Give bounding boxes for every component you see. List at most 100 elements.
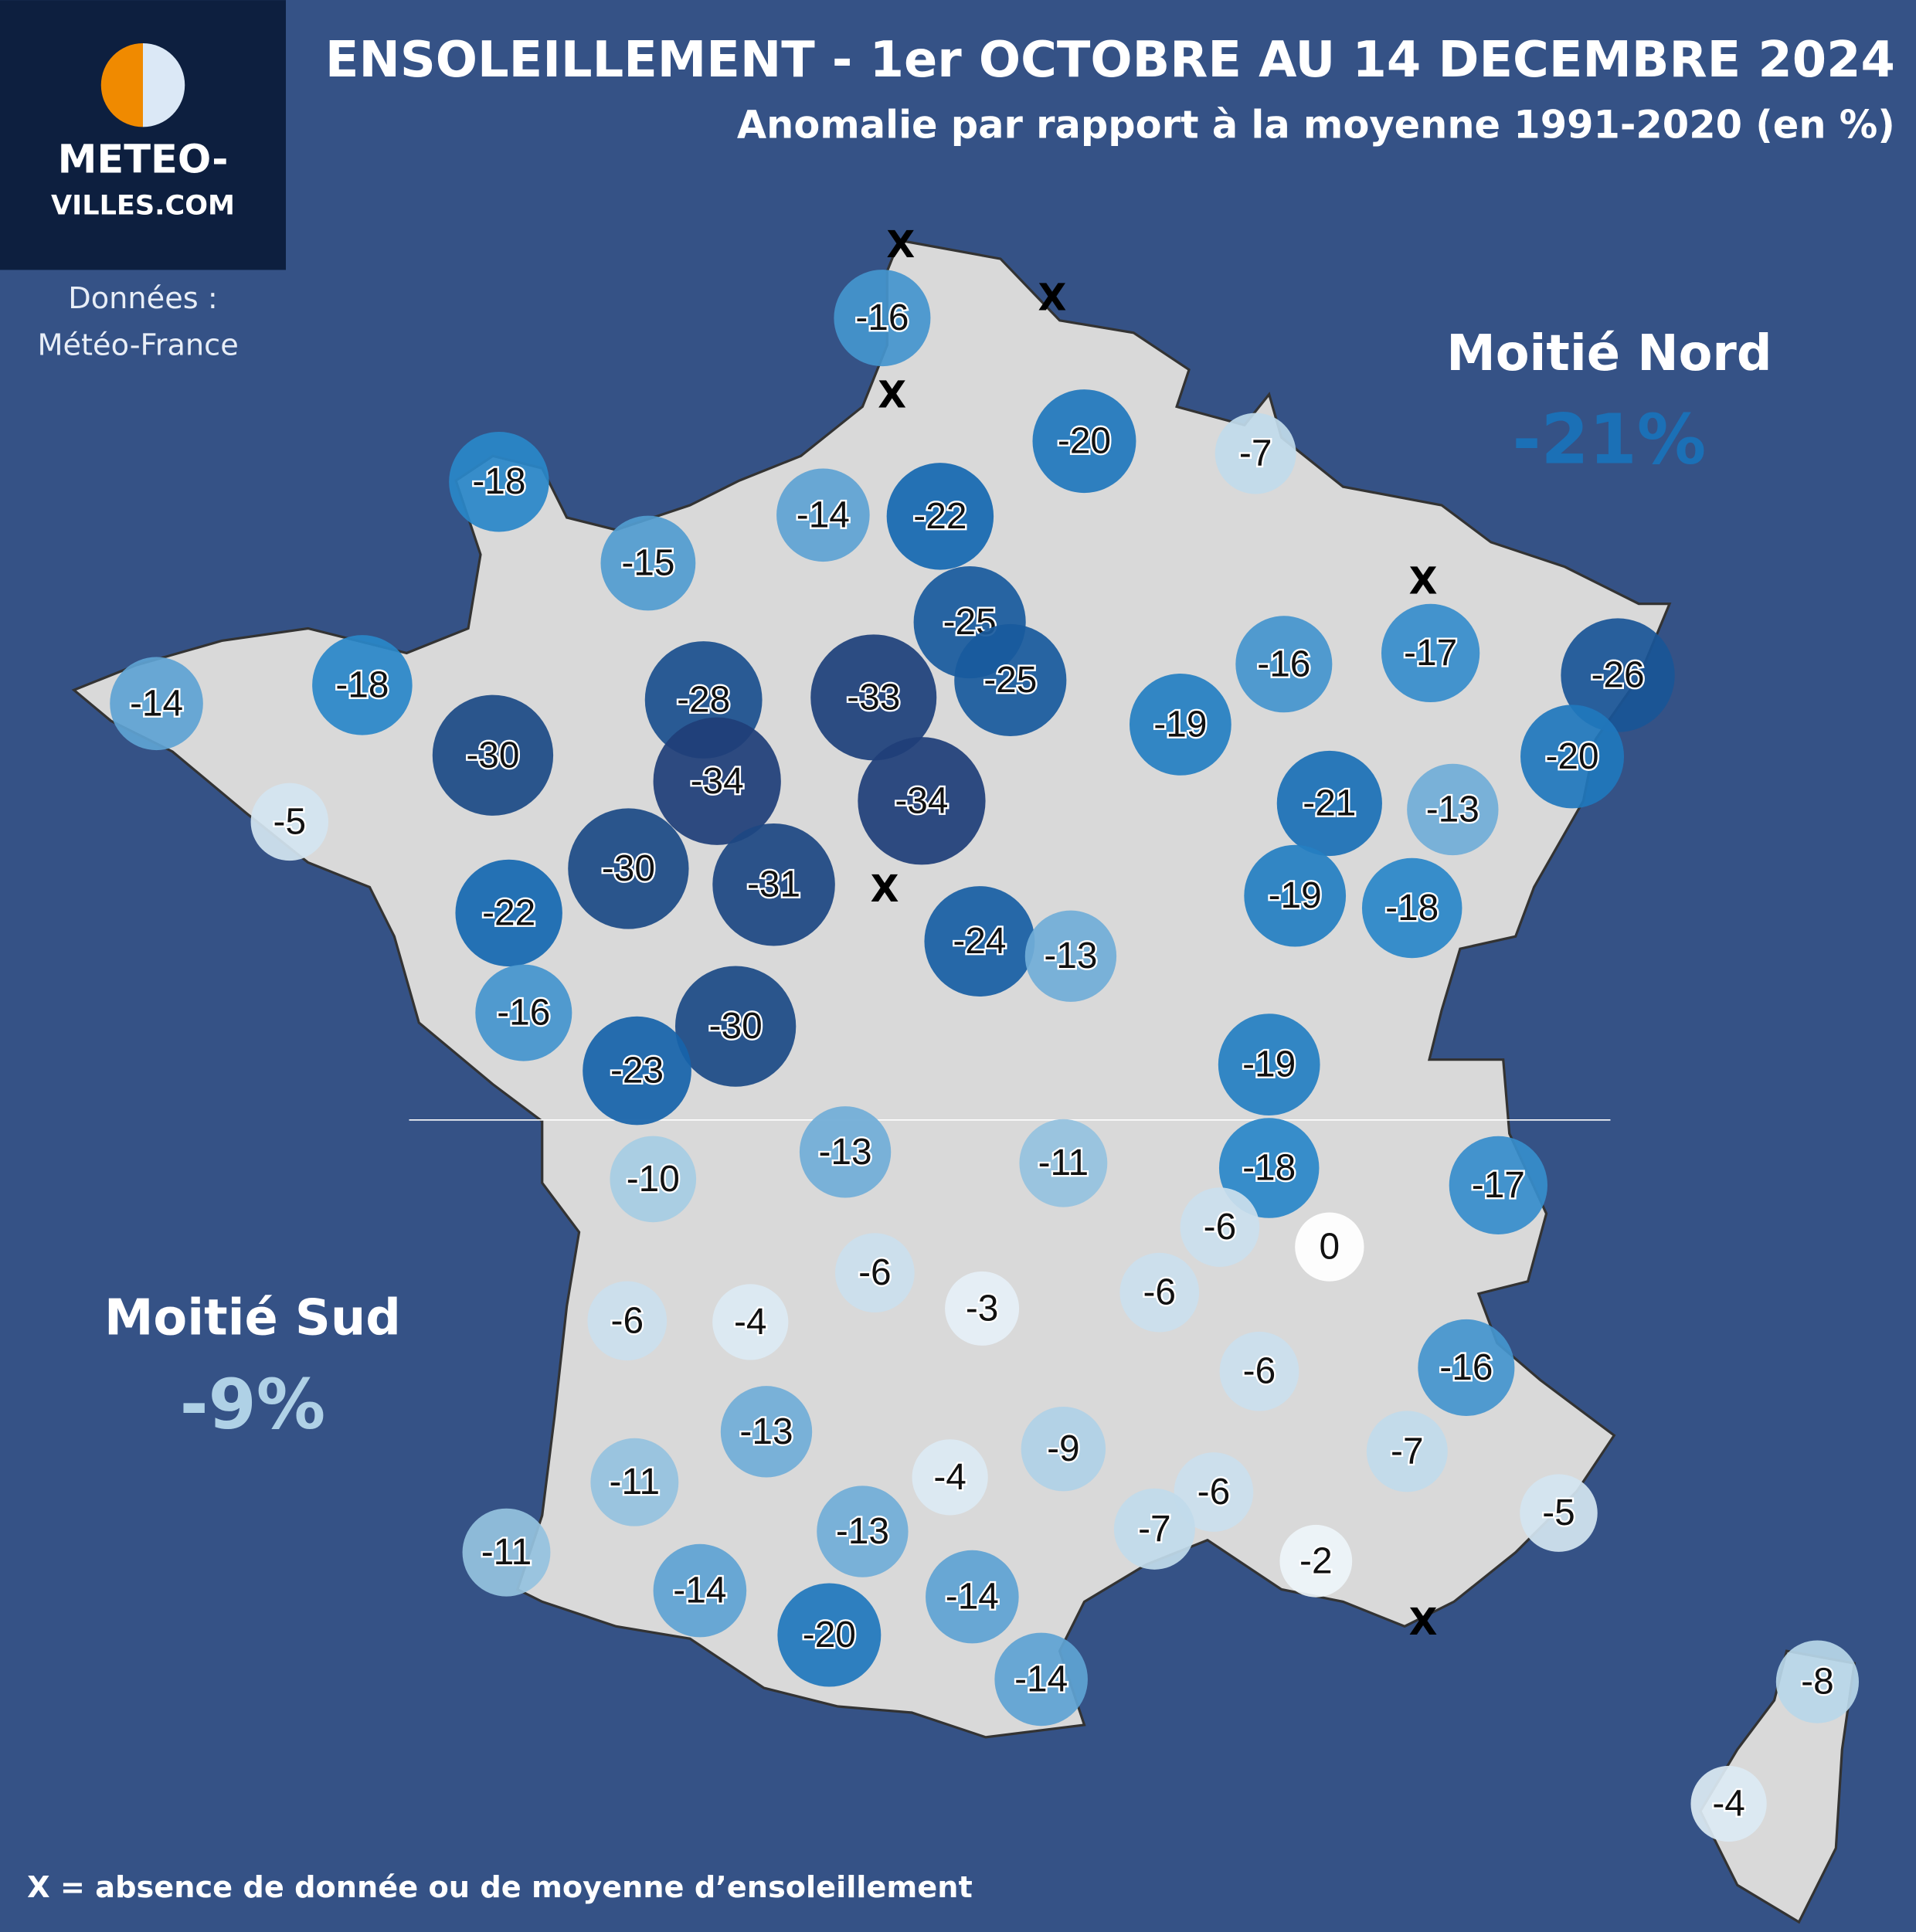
station-value: -6	[858, 1252, 892, 1293]
missing-marker: X	[878, 375, 906, 417]
station-circle	[994, 1632, 1088, 1727]
station-circle	[1113, 1488, 1195, 1570]
station-value: -26	[1591, 655, 1644, 696]
station-value: -10	[627, 1159, 680, 1200]
station-value: -16	[1439, 1347, 1493, 1388]
station-circle	[455, 859, 562, 967]
station-circle	[712, 1284, 789, 1360]
station-circle	[1690, 1765, 1767, 1842]
station-value: -14	[673, 1570, 726, 1611]
station-value: -8	[1801, 1662, 1834, 1703]
station-value: -7	[1391, 1431, 1424, 1472]
station-value: -16	[497, 993, 550, 1034]
station-circle	[1775, 1640, 1859, 1723]
station-circle	[1180, 1187, 1260, 1267]
missing-marker: X	[886, 224, 915, 267]
station-value: -22	[913, 496, 966, 537]
station-circle	[1218, 1118, 1320, 1218]
stations: -16-20 -7-18-14 -22-15-25-25 -16 -17-26-14 -1…	[110, 224, 1859, 1842]
station-circle	[777, 1583, 882, 1687]
station-circle	[583, 1016, 691, 1126]
station-value: -21	[1303, 783, 1356, 823]
station-value: -19	[1269, 875, 1322, 916]
station-circle	[1235, 616, 1333, 713]
footnote: X = absence de donnée ou de moyenne d’en…	[27, 1870, 973, 1905]
station-circle	[712, 823, 835, 946]
station-circle	[653, 717, 781, 845]
missing-marker: X	[871, 868, 899, 911]
station-circle	[432, 694, 554, 816]
station-circle	[312, 635, 413, 735]
station-value: -2	[1299, 1540, 1333, 1581]
station-value: -18	[335, 664, 389, 705]
station-circle	[1279, 1524, 1353, 1598]
station-circle	[1381, 603, 1480, 703]
station-value: 0	[1320, 1227, 1340, 1268]
station-circle	[810, 634, 937, 761]
station-circle	[926, 1550, 1019, 1644]
regions: Moitié Nord -21% Moitié Sud -9%	[104, 325, 1772, 1445]
station-circle	[1366, 1411, 1448, 1492]
station-value: -16	[855, 297, 909, 338]
station-circle	[834, 1233, 915, 1312]
station-value: -34	[895, 780, 948, 821]
station-circle	[1561, 618, 1675, 732]
missing-marker: X	[1038, 277, 1067, 320]
station-value: -4	[734, 1302, 767, 1343]
station-circle	[1019, 1119, 1108, 1207]
station-value: -18	[472, 461, 525, 502]
station-value: -23	[610, 1051, 664, 1092]
station-value: -5	[273, 801, 307, 842]
region-value: -21%	[1512, 399, 1706, 480]
station-value: -24	[953, 921, 1006, 962]
station-value: -13	[819, 1132, 872, 1173]
station-circle	[912, 1439, 988, 1516]
station-value: -13	[1426, 789, 1479, 830]
station-value: -19	[1242, 1044, 1296, 1085]
station-circle	[1244, 844, 1347, 947]
station-circle	[1418, 1319, 1515, 1416]
station-value: -16	[1257, 643, 1310, 684]
station-circle	[1218, 1014, 1320, 1115]
station-value: -13	[836, 1511, 889, 1552]
title: ENSOLEILLEMENT - 1er OCTOBRE AU 14 DECEM…	[325, 32, 1895, 89]
missing-marker: X	[1409, 1601, 1438, 1644]
station-circle	[475, 964, 572, 1061]
station-value: -5	[1542, 1492, 1575, 1533]
station-value: -20	[1058, 421, 1111, 462]
station-value: -20	[803, 1615, 856, 1655]
station-value: -28	[677, 680, 730, 721]
station-value: -11	[610, 1462, 661, 1502]
station-value: -14	[797, 494, 850, 535]
station-value: -6	[1198, 1472, 1231, 1513]
station-value: -17	[1472, 1165, 1525, 1206]
station-circle	[1520, 1474, 1598, 1552]
station-value: -6	[1143, 1272, 1176, 1313]
station-value: -7	[1138, 1509, 1171, 1550]
source: Données :	[68, 281, 217, 316]
station-circle	[653, 1543, 747, 1638]
station-value: -6	[1204, 1207, 1237, 1248]
station-value: -13	[739, 1411, 793, 1452]
station-value: -20	[1545, 736, 1598, 777]
station-circle	[945, 1271, 1020, 1346]
station-circle	[858, 737, 986, 865]
station-circle	[1276, 750, 1382, 857]
station-circle	[954, 623, 1067, 737]
station-circle	[590, 1438, 679, 1526]
station-value: -15	[621, 542, 674, 583]
logo-text: METEO-	[58, 137, 229, 182]
station-circle	[834, 270, 931, 367]
station-value: -14	[130, 683, 183, 724]
station-circle	[610, 1136, 697, 1223]
station-value: -30	[602, 848, 655, 889]
source: Météo-France	[37, 328, 238, 362]
station-circle	[1295, 1212, 1364, 1282]
station-circle	[1024, 910, 1117, 1002]
station-value: -11	[481, 1532, 532, 1573]
station-circle	[817, 1486, 909, 1577]
station-value: -13	[1044, 935, 1097, 976]
station-circle	[110, 657, 203, 751]
station-circle	[1214, 413, 1296, 494]
